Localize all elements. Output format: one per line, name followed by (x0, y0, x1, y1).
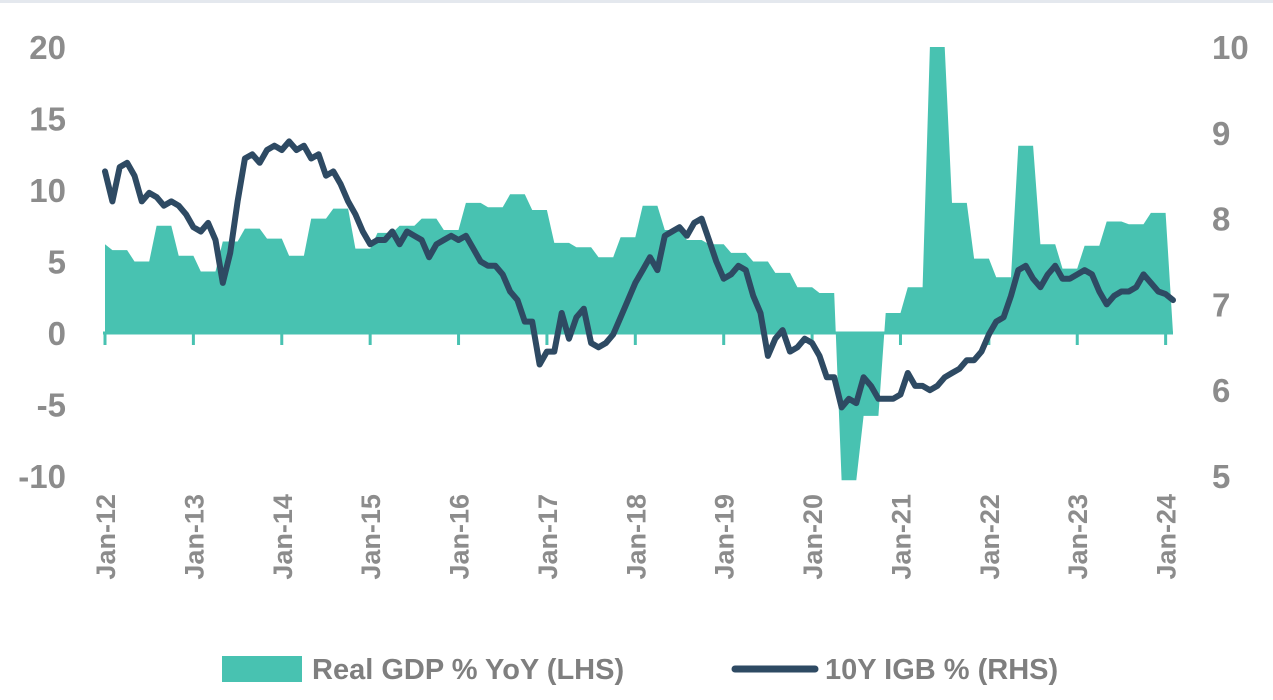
x-tick-label: Jan-13 (179, 494, 209, 580)
legend-label-igb: 10Y IGB % (RHS) (825, 654, 1058, 686)
x-tick-label: Jan-18 (621, 494, 651, 580)
left-tick-label: -10 (18, 458, 66, 495)
legend-label-gdp: Real GDP % YoY (LHS) (312, 654, 624, 686)
left-tick-label: 10 (29, 172, 66, 209)
x-tick-label: Jan-12 (91, 494, 121, 580)
x-axis-ticks: Jan-12 Jan-13 Jan-14 Jan-15 Jan-16 Jan-17 Jan-… (91, 494, 1182, 580)
right-tick-label: 8 (1212, 201, 1230, 238)
right-tick-label: 9 (1212, 115, 1230, 152)
left-tick-label: 20 (29, 29, 66, 66)
x-tick-label: Jan-20 (798, 494, 828, 580)
right-tick-label: 10 (1212, 29, 1249, 66)
x-tick-label: Jan-16 (445, 494, 475, 580)
legend: Real GDP % YoY (LHS) 10Y IGB % (RHS) (222, 654, 1058, 686)
left-tick-label: 0 (48, 315, 66, 352)
right-axis-ticks: 10 9 8 7 6 5 (1212, 29, 1249, 495)
gdp-area (105, 47, 1173, 481)
x-tick-label: Jan-17 (533, 494, 563, 580)
left-axis-ticks: 20 15 10 5 0 -5 -10 (18, 29, 66, 495)
right-tick-label: 6 (1212, 372, 1230, 409)
x-tick-label: Jan-22 (975, 494, 1005, 580)
left-tick-label: -5 (37, 387, 66, 424)
left-tick-label: 5 (48, 244, 66, 281)
x-tick-label: Jan-14 (268, 494, 298, 580)
x-axis-layer (103, 331, 1173, 345)
left-tick-label: 15 (29, 101, 66, 138)
x-tick-label: Jan-21 (887, 494, 917, 580)
x-tick-label: Jan-23 (1063, 494, 1093, 580)
gdp-area-layer (105, 47, 1173, 481)
igb-line (102, 138, 1176, 411)
igb-line-layer (102, 138, 1176, 411)
right-tick-label: 7 (1212, 286, 1230, 323)
legend-swatch-gdp (222, 656, 302, 682)
x-tick-label: Jan-24 (1152, 494, 1182, 580)
x-tick-label: Jan-19 (710, 494, 740, 580)
right-tick-label: 5 (1212, 458, 1230, 495)
x-tick-label: Jan-15 (356, 494, 386, 580)
